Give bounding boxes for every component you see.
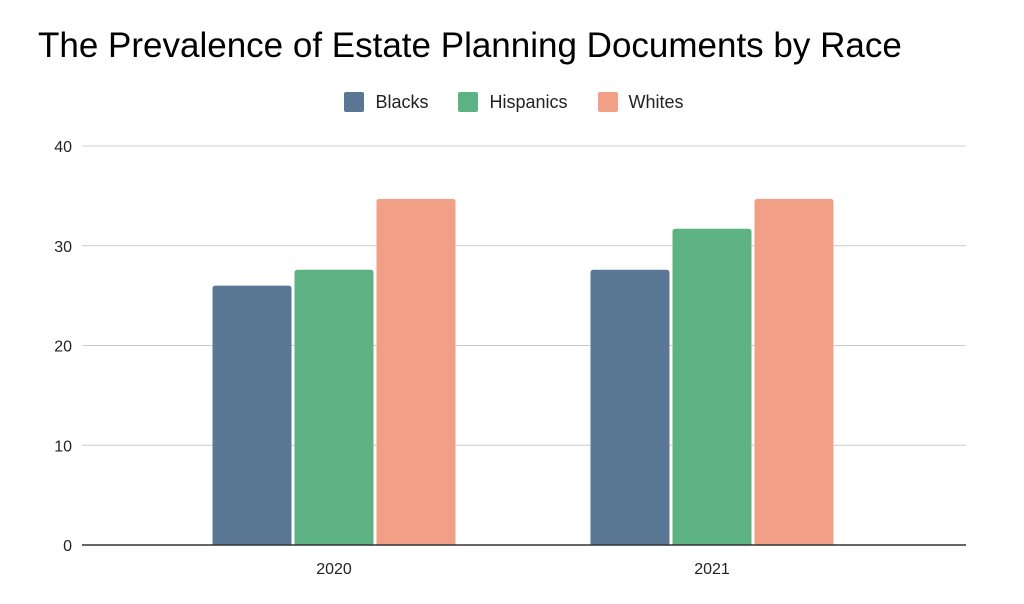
legend: Blacks Hispanics Whites [0, 88, 1024, 116]
bar-hispanics-2020 [294, 269, 374, 545]
x-tick-label: 2021 [694, 561, 730, 578]
bars [212, 198, 834, 546]
y-axis-tick-labels: 0 10 20 30 40 [54, 139, 72, 555]
x-axis-tick-labels: 2020 2021 [316, 561, 730, 578]
y-tick-label: 20 [54, 339, 72, 356]
chart-title: The Prevalence of Estate Planning Docume… [38, 26, 902, 65]
bar-blacks-2021 [590, 269, 670, 545]
legend-swatch-blacks [344, 92, 365, 112]
legend-item-hispanics: Hispanics [458, 91, 568, 113]
y-tick-label: 30 [54, 239, 72, 256]
bar-whites-2021 [754, 198, 834, 545]
bar-whites-2020 [376, 198, 456, 545]
legend-item-blacks: Blacks [344, 92, 428, 113]
legend-item-whites: Whites [597, 91, 684, 113]
bar-blacks-2020 [212, 285, 292, 545]
legend-label: Hispanics [489, 91, 568, 112]
legend-label: Blacks [375, 91, 429, 112]
legend-swatch-whites [597, 92, 618, 112]
x-tick-label: 2020 [316, 561, 352, 578]
y-tick-label: 10 [54, 438, 72, 455]
legend-swatch-hispanics [458, 92, 479, 112]
bar-hispanics-2021 [672, 228, 752, 546]
y-tick-label: 0 [63, 538, 72, 555]
legend-label: Whites [628, 91, 684, 112]
y-tick-label: 40 [54, 139, 72, 156]
